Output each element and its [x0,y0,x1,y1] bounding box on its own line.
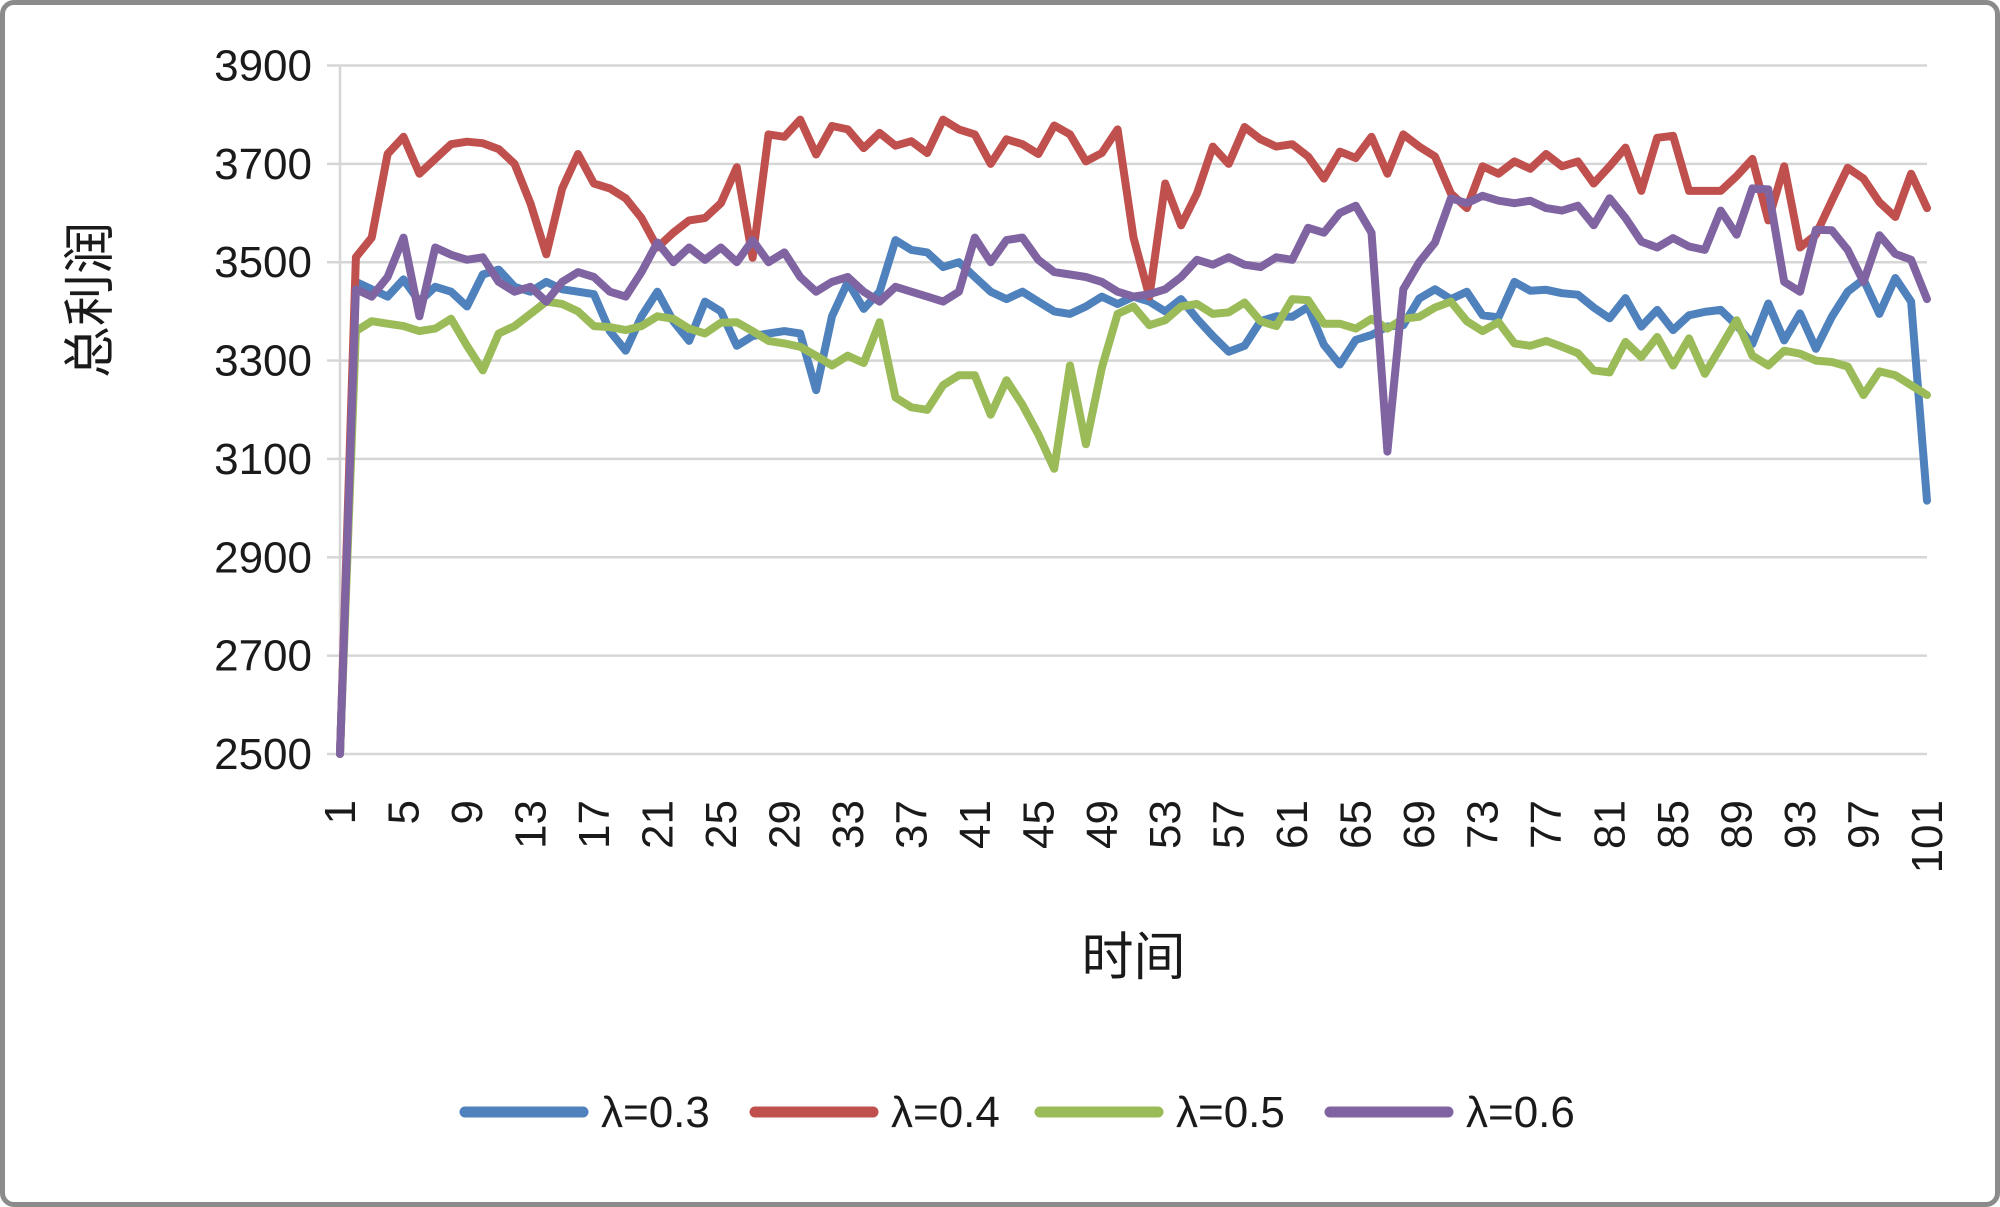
x-axis-tick-label: 65 [1332,800,1381,849]
legend-label: λ=0.5 [1176,1088,1285,1137]
legend-label: λ=0.4 [891,1088,1000,1137]
chart-legend: λ=0.3 λ=0.4 λ=0.5 λ=0.6 [459,1088,1575,1137]
series-line-lambda-0.6 [336,184,1931,758]
x-axis-tick-label: 5 [379,800,428,824]
legend-item-lambda-0.3: λ=0.3 [459,1088,710,1137]
y-axis-tick-label: 3100 [214,435,312,484]
y-axis-tick-label: 3900 [214,42,312,91]
x-axis-tick-label: 21 [633,800,682,849]
series-line-lambda-0.4 [336,115,1931,758]
x-axis-tick-label: 1 [316,800,365,824]
y-axis-tick-label: 2500 [214,730,312,779]
x-axis-tick-label: 77 [1522,800,1571,849]
x-axis-tick-label: 97 [1840,800,1889,849]
y-axis-tick-label: 3300 [214,337,312,386]
series-line-lambda-0.5 [336,295,1931,758]
x-axis-tick-label: 53 [1141,800,1190,849]
gridlines [327,64,1927,756]
y-axis-tick-label: 2900 [214,533,312,582]
x-axis-tick-label: 13 [506,800,555,849]
series-line-lambda-0.3 [336,236,1931,758]
x-axis-tick-label: 89 [1713,800,1762,849]
x-axis-tick-label: 17 [570,800,619,849]
legend-label: λ=0.6 [1466,1088,1575,1137]
legend-item-lambda-0.6: λ=0.6 [1324,1088,1575,1137]
y-axis-tick-label: 3500 [214,238,312,287]
x-axis-tick-label: 41 [951,800,1000,849]
x-axis-tick-label: 69 [1395,800,1444,849]
x-axis-tick-label: 37 [887,800,936,849]
x-axis-tick-label: 93 [1776,800,1825,849]
x-axis-tick-label: 25 [697,800,746,849]
x-axis-tick-label: 57 [1205,800,1254,849]
x-axis-tick-label: 49 [1078,800,1127,849]
x-axis-tick-label: 45 [1014,800,1063,849]
legend-item-lambda-0.5: λ=0.5 [1034,1088,1285,1137]
x-axis-tick-label: 81 [1586,800,1635,849]
x-axis-tick-label: 61 [1268,800,1317,849]
x-axis-tick-label: 101 [1903,800,1952,873]
x-axis-tick-label: 85 [1649,800,1698,849]
legend-label: λ=0.3 [601,1088,710,1137]
x-axis-tick-label: 9 [443,800,492,824]
y-axis-title: 总利润 [62,222,120,378]
y-axis-tick-label: 2700 [214,632,312,681]
x-axis-tick-label: 29 [760,800,809,849]
x-axis-tick-label: 73 [1459,800,1508,849]
x-axis-title: 时间 [1081,929,1185,987]
x-axis-tick-label: 33 [824,800,873,849]
y-axis-tick-label: 3700 [214,140,312,189]
legend-item-lambda-0.4: λ=0.4 [749,1088,1000,1137]
